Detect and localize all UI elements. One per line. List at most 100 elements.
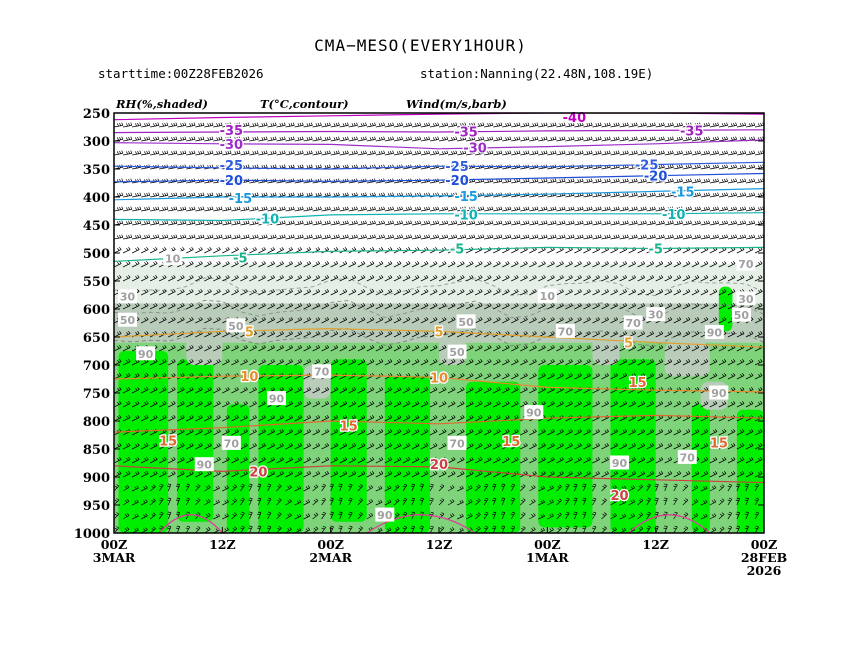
temperature-label: 15 [710, 436, 728, 451]
rh-saturated-patch [691, 404, 710, 533]
temperature-label: -5 [648, 243, 662, 258]
rh-label: 50 [228, 320, 244, 333]
temperature-contour [114, 327, 764, 348]
wind-barb-row [114, 358, 764, 366]
start-time: starttime:00Z28FEB2026 [98, 66, 264, 81]
wind-barb-row [114, 330, 764, 338]
temperature-label: -10 [662, 208, 686, 223]
rh-label: 70 [680, 451, 696, 464]
x-tick-label: 00Z [101, 537, 128, 552]
temperature-contour [114, 172, 764, 183]
temperature-contour [114, 161, 764, 170]
temperature-label: -10 [256, 212, 280, 227]
wind-barb-row [114, 260, 764, 268]
rh-label: 90 [711, 387, 727, 400]
rh-saturated-patch [384, 376, 430, 533]
temperature-contour [114, 188, 764, 201]
rh-label-box [312, 364, 332, 379]
rh-label-box [118, 289, 138, 304]
rh-label: 70 [625, 317, 641, 330]
wind-barb-row [114, 442, 764, 450]
temperature-label: -10 [454, 208, 478, 223]
rh-label-box [610, 455, 630, 470]
y-tick-label: 450 [83, 219, 110, 234]
wind-barb-row [114, 428, 764, 436]
temperature-contour [114, 113, 764, 121]
temperature-contour [114, 212, 764, 222]
rh-label: 90 [138, 348, 154, 361]
temperature-label: -20 [445, 174, 469, 189]
temperature-contour-25 [628, 514, 711, 533]
rh-label: 70 [224, 437, 240, 450]
x-tick-label: 2MAR [309, 550, 352, 565]
rh-saturated-patch [226, 404, 250, 533]
rh-label: 10 [165, 253, 181, 266]
rh-label: 70 [314, 366, 330, 379]
rh-label-box [456, 314, 476, 329]
temperature-label: -40 [563, 111, 587, 126]
y-tick-label: 250 [83, 107, 110, 122]
y-tick-label: 700 [83, 359, 110, 374]
rh-label: 90 [707, 327, 723, 340]
temperature-label: 20 [249, 465, 267, 480]
y-tick-label: 400 [83, 191, 110, 206]
x-tick-label: 00Z [751, 537, 778, 552]
temperature-label: -20 [644, 170, 668, 185]
rh-label: 90 [526, 407, 542, 420]
rh-label-box [221, 435, 241, 450]
rh-dry-pocket [186, 331, 223, 365]
rh-saturated-patch [330, 359, 367, 522]
x-tick-label: 00Z [317, 537, 344, 552]
temperature-contour [114, 465, 764, 484]
temperature-label: -25 [635, 159, 659, 174]
temperature-label: -15 [229, 192, 253, 207]
wind-barb-row [114, 206, 764, 212]
rh-label: 90 [612, 457, 628, 470]
rh-label-box [226, 318, 246, 333]
wind-barb-row [114, 511, 764, 520]
rh-label: 50 [449, 346, 465, 359]
x-tick-label: 3MAR [93, 550, 136, 565]
wind-barb-row [114, 497, 764, 506]
rh-label: 50 [458, 316, 474, 329]
rh-label: 70 [558, 325, 574, 338]
wind-barb-row [114, 414, 764, 422]
rh-label: 90 [197, 459, 213, 472]
temperature-contour [114, 374, 764, 393]
y-tick-label: 750 [83, 387, 110, 402]
temperature-label: -25 [220, 159, 244, 174]
temperature-label: 15 [629, 376, 647, 391]
wind-barb-row [114, 234, 764, 240]
temperature-label: -35 [680, 124, 704, 139]
rh-label-box [267, 391, 286, 406]
rh-dry-pocket [664, 342, 710, 377]
y-tick-label: 600 [83, 303, 110, 318]
y-tick-label: 300 [83, 135, 110, 150]
temperature-label: -20 [220, 174, 244, 189]
wind-barb-row [114, 136, 764, 142]
x-tick-label: 12Z [209, 537, 236, 552]
wind-barb-row [114, 150, 764, 156]
rh-label-box [194, 457, 214, 472]
y-tick-label: 550 [83, 275, 110, 290]
rh-label-box [375, 507, 395, 522]
rh-label-box [447, 344, 467, 359]
rh-label: 90 [269, 393, 285, 406]
temperature-label: -35 [454, 125, 478, 140]
y-tick-label: 850 [83, 443, 110, 458]
rh-label-box [646, 307, 666, 322]
rh-label-box [709, 385, 729, 400]
wind-barb-row [114, 525, 764, 533]
temperature-contour [114, 246, 764, 262]
temperature-label: -30 [463, 142, 487, 157]
rh-label-box [736, 256, 756, 271]
temperature-label: 5 [624, 337, 633, 352]
rh-label-box [731, 307, 751, 322]
chart-title: CMA−MESO(EVERY1HOUR) [314, 36, 527, 55]
rh-label: 70 [449, 437, 465, 450]
temperature-label: -25 [445, 160, 469, 175]
y-tick-label: 950 [83, 499, 110, 514]
x-tick-label: 1MAR [526, 550, 569, 565]
x-tick-label: 00Z [534, 537, 561, 552]
rh-label-box [136, 346, 156, 361]
